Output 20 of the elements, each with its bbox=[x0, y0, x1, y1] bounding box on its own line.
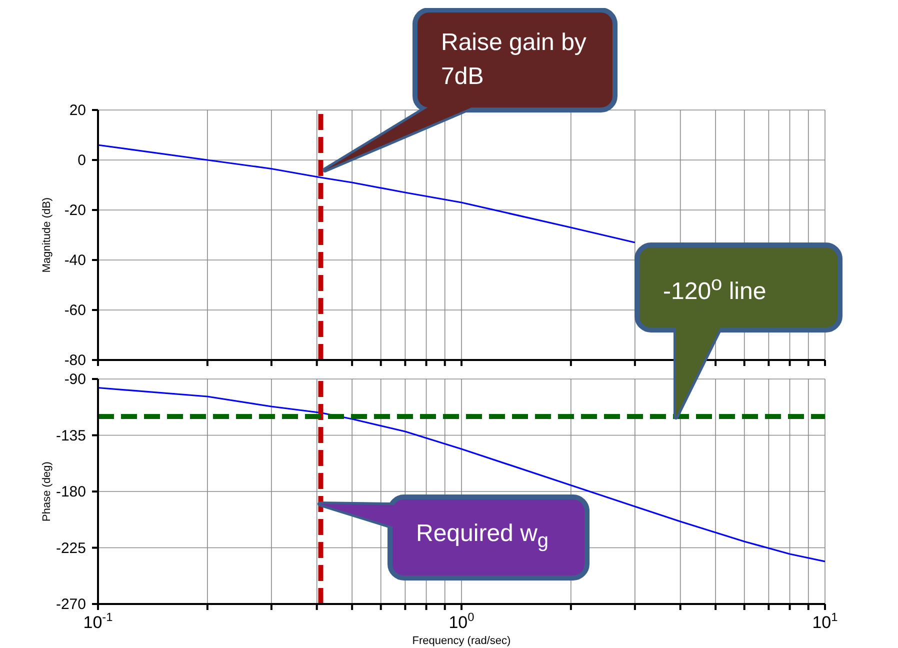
y-tick-label: -60 bbox=[64, 302, 86, 319]
y-tick-label: -20 bbox=[64, 202, 86, 219]
y-tick-label: -40 bbox=[64, 252, 86, 269]
y-tick-label: -180 bbox=[56, 484, 86, 500]
y-tick-label: -225 bbox=[56, 540, 86, 557]
y-tick-label: -80 bbox=[64, 352, 86, 369]
y-tick-label: -135 bbox=[56, 427, 86, 444]
y-tick-label: 0 bbox=[78, 152, 86, 169]
y-axis-title: Magnitude (dB) bbox=[40, 197, 53, 273]
annotation: -120$^{o}$ line bbox=[663, 272, 766, 306]
x-tick-label: 10$^{1}$ bbox=[812, 610, 838, 632]
x-tick-label: 10$^{-1}$ bbox=[83, 610, 114, 632]
x-tick-label: 10$^{0}$ bbox=[448, 610, 475, 632]
y-tick-label: -270 bbox=[56, 596, 86, 613]
y-tick-label: 20 bbox=[69, 102, 86, 119]
y-axis-title: Phase (deg) bbox=[40, 462, 53, 522]
text: Raise gain by 7dB bbox=[441, 28, 588, 92]
x-axis-title: Frequency (rad/sec) bbox=[412, 635, 511, 647]
y-tick-label: -90 bbox=[64, 371, 86, 388]
annotation: Required w$_{g}$ bbox=[416, 519, 549, 554]
